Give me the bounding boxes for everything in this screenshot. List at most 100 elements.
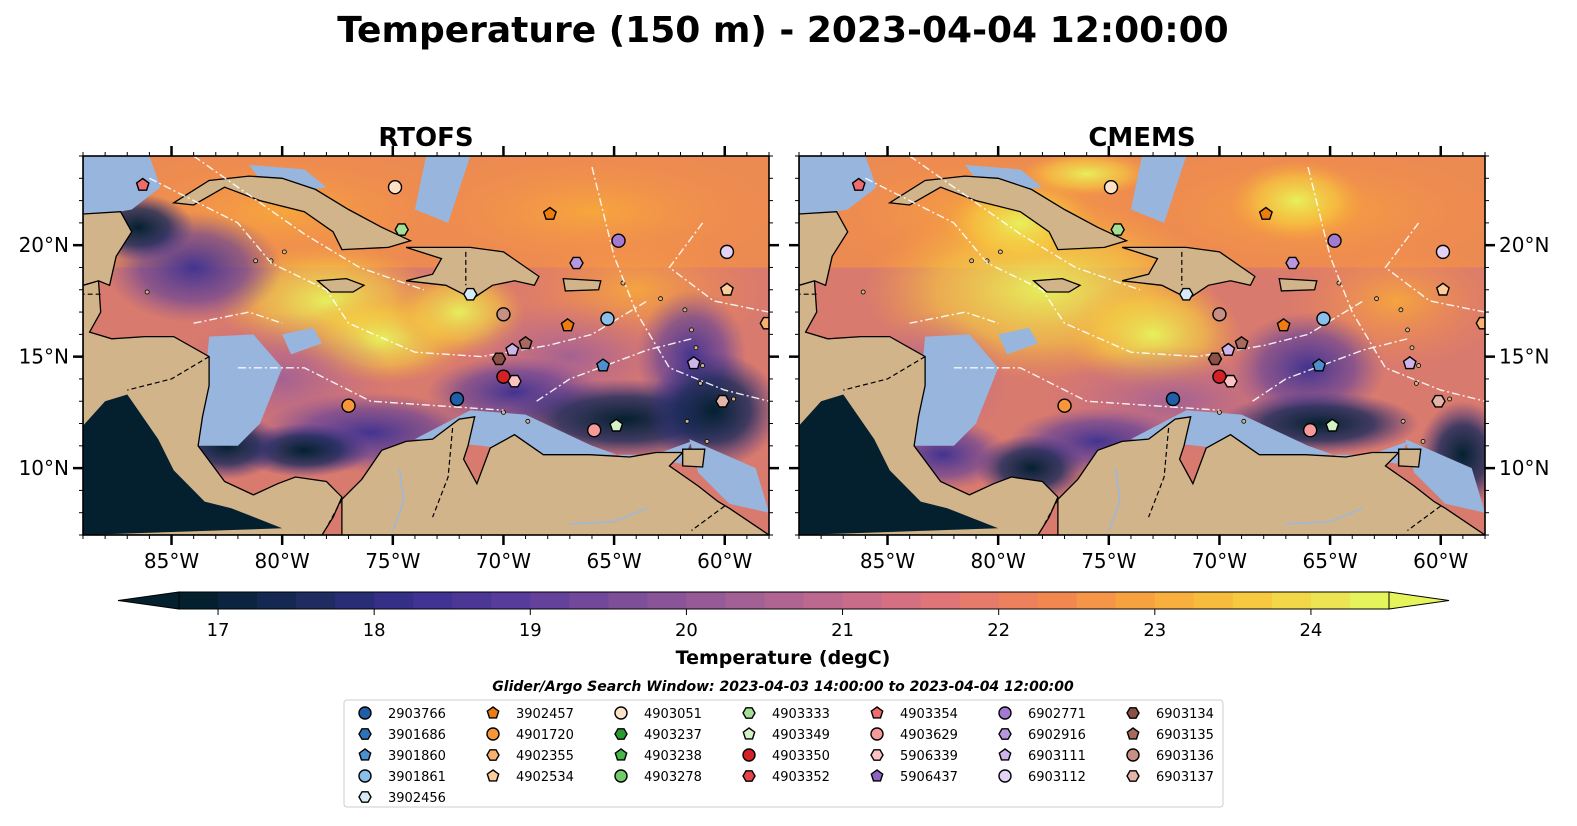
legend-label: 4903051 (644, 707, 702, 722)
legend-marker-6903135 (1126, 727, 1140, 740)
legend-label: 2903766 (388, 707, 446, 722)
lat-tick-label: 20°N (1499, 233, 1549, 257)
legend-label: 6903137 (1156, 770, 1214, 785)
legend-marker-4901720 (486, 727, 500, 741)
legend-label: 4903238 (644, 749, 702, 764)
observation-marker-4903333 (1110, 223, 1126, 236)
colorbar-segment (764, 592, 805, 609)
legend-label: 3901861 (388, 770, 446, 785)
colorbar-segment (1154, 592, 1195, 609)
lat-tick-label: 20°N (19, 233, 69, 257)
colorbar-segment (998, 592, 1039, 609)
colorbar-segment (218, 592, 258, 609)
observation-marker-4903333 (394, 223, 410, 236)
lon-tick-label: 75°W (365, 549, 420, 573)
legend-label: 6903136 (1156, 749, 1214, 764)
lon-tick-label: 70°W (476, 549, 531, 573)
colorbar-segment (1193, 592, 1234, 609)
colorbar-label: Temperature (degC) (676, 647, 891, 669)
colorbar-segment (1232, 592, 1273, 609)
observation-marker-3902457 (1276, 318, 1291, 332)
observation-marker-4901720 (1057, 398, 1072, 413)
figure-title: Temperature (150 m) - 2023-04-04 12:00:0… (337, 10, 1228, 51)
observation-marker-3902456 (1178, 287, 1194, 301)
colorbar-segment (686, 592, 726, 609)
land-hispaniola (405, 246, 540, 300)
colorbar-segment (296, 592, 336, 609)
land-hispaniola (1121, 246, 1256, 300)
legend-marker-4903333 (742, 707, 756, 719)
colorbar-segment (920, 592, 961, 609)
colorbar-segment (842, 592, 883, 609)
legend-marker-4903238 (614, 748, 628, 761)
colorbar-segment (803, 592, 844, 609)
land-trinidad (682, 448, 706, 468)
colorbar-tick-label: 23 (1143, 620, 1166, 641)
legend-label: 3901686 (388, 728, 446, 743)
observation-marker-6903112 (719, 244, 735, 260)
observation-marker-3901860 (596, 358, 611, 372)
colorbar-extend-low (117, 591, 180, 610)
land-yucatan (83, 211, 133, 287)
colorbar-tick-label: 22 (987, 620, 1010, 641)
observation-marker-2903766 (1165, 391, 1181, 407)
observation-marker-5906339 (507, 374, 522, 388)
panel-title-cmems: CMEMS (1088, 123, 1195, 153)
legend-marker-4903350 (742, 748, 756, 762)
legend-label: 4902534 (516, 770, 574, 785)
lon-tick-label: 75°W (1081, 549, 1136, 573)
colorbar-tick-label: 24 (1299, 620, 1322, 641)
legend-title: Glider/Argo Search Window: 2023-04-03 14… (492, 679, 1074, 695)
observation-marker-4903349 (609, 418, 624, 432)
observation-marker-3902457 (560, 318, 575, 332)
colorbar: 17 18 19 20 21 22 23 24 (117, 591, 1450, 641)
observation-marker-4901720 (341, 398, 356, 413)
colorbar-segment (179, 592, 219, 609)
legend-marker-5906437 (870, 769, 884, 782)
legend-label: 3902457 (516, 707, 574, 722)
legend-label: 4903629 (900, 728, 958, 743)
panel-title-rtofs: RTOFS (378, 123, 473, 153)
legend-label: 4903237 (644, 728, 702, 743)
observation-marker-4902355 (1475, 316, 1485, 330)
legend-label: 4903349 (772, 728, 830, 743)
observation-marker-3902456 (462, 287, 478, 301)
observation-marker-4903051 (1103, 180, 1119, 195)
legend-label: 4903333 (772, 707, 830, 722)
observation-marker-6903137 (1431, 394, 1446, 408)
lat-tick-label: 15°N (1499, 345, 1549, 369)
legend-marker-4903051 (614, 706, 628, 720)
land-puertoRico (1278, 277, 1318, 292)
map-panel-rtofs: 85°W 80°W 75°W 70°W 65°W 60°W 20°N 15°N 10°N (19, 146, 779, 573)
observation-marker-4903051 (387, 180, 403, 195)
observation-marker-3901861 (600, 311, 615, 326)
legend-label: 6902771 (1028, 707, 1086, 722)
colorbar-segment (608, 592, 648, 609)
lat-tick-label: 10°N (19, 456, 69, 480)
observation-marker-6903111 (505, 342, 520, 356)
legend-marker-3902456 (358, 791, 372, 803)
legend-marker-6903136 (1126, 748, 1140, 762)
land-southAmerica (1057, 416, 1485, 535)
legend-label: 4903350 (772, 749, 830, 764)
colorbar-segment (881, 592, 922, 609)
land-puertoRico (562, 277, 602, 292)
legend-marker-4903237 (614, 728, 628, 740)
legend-marker-4903278 (614, 769, 628, 783)
observation-marker-6903135 (1234, 335, 1249, 350)
observation-marker-4902355 (759, 316, 769, 330)
legend-marker-2903766 (358, 706, 372, 720)
legend-marker-4902355 (486, 749, 500, 761)
lon-tick-label: 60°W (1413, 549, 1468, 573)
legend-marker-3902457 (486, 706, 500, 719)
lon-tick-label: 65°W (1302, 549, 1357, 573)
legend-label: 4903352 (772, 770, 830, 785)
lon-tick-label: 60°W (697, 549, 752, 573)
lon-tick-label: 85°W (860, 549, 915, 573)
legend-marker-5906339 (870, 749, 884, 761)
observation-marker-4903354 (851, 177, 866, 191)
lat-tick-label: 10°N (1499, 456, 1549, 480)
lon-tick-label: 65°W (586, 549, 641, 573)
observation-marker-6903111 (1221, 342, 1236, 356)
